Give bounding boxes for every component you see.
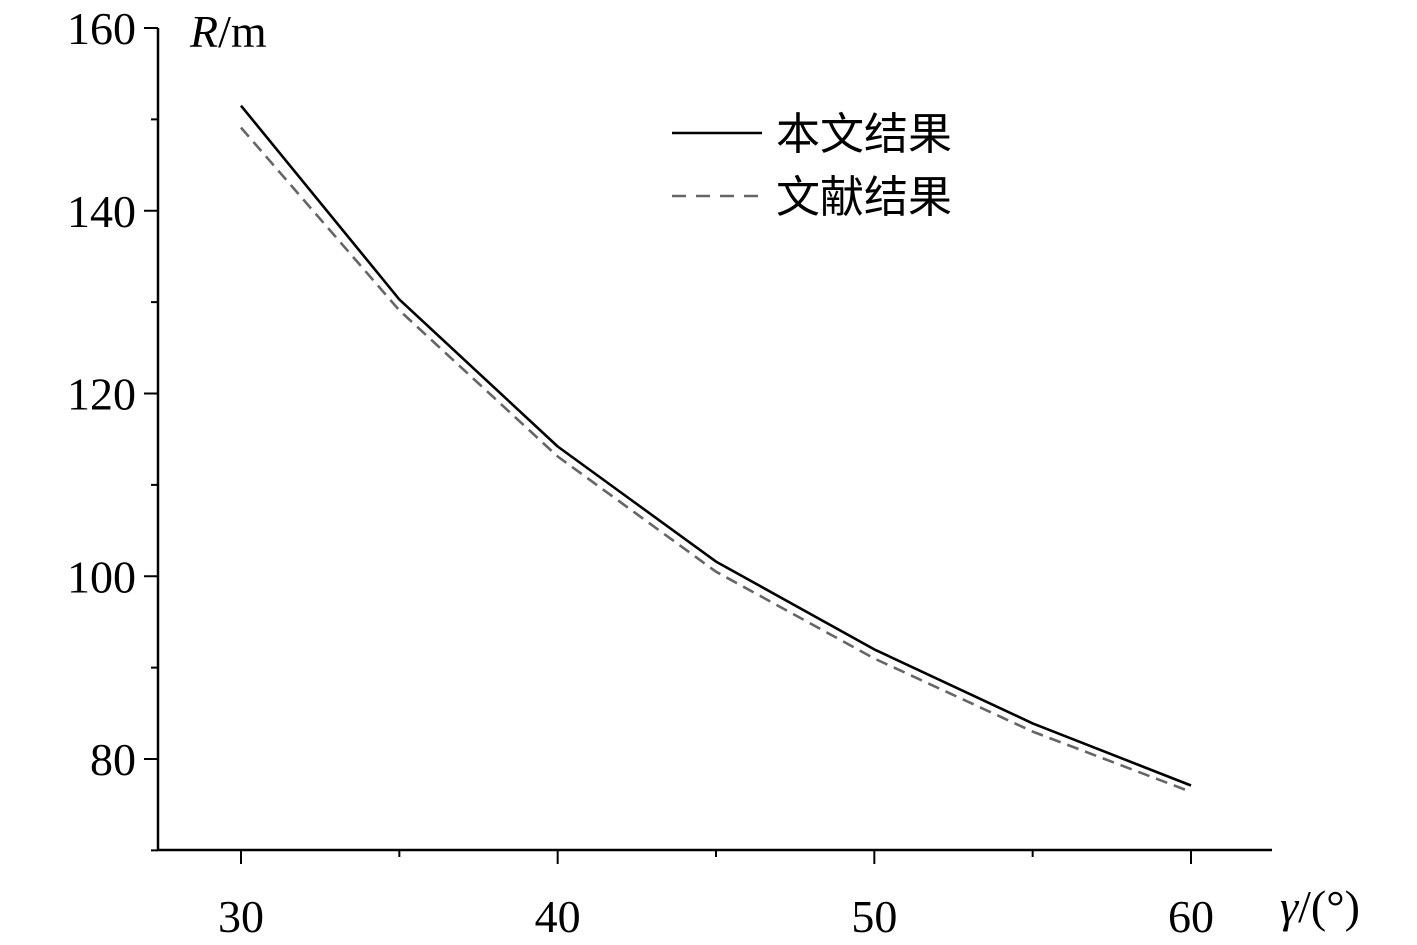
x-tick-label: 30 xyxy=(218,891,264,942)
series-layer xyxy=(239,104,1192,794)
y-ticks: 80 100 120 140 160 xyxy=(67,3,158,852)
y-axis-label-unit: /m xyxy=(218,6,267,57)
legend-label: 本文结果 xyxy=(776,109,952,160)
x-tick-label: 50 xyxy=(851,891,897,942)
y-tick-label: 80 xyxy=(90,734,136,785)
y-tick-label: 140 xyxy=(67,186,136,237)
series-line-solid xyxy=(239,104,1192,787)
y-axis-label: R/m xyxy=(189,6,267,57)
series-line-dashed xyxy=(240,126,1192,794)
x-axis-label-unit: /(°) xyxy=(1298,881,1360,932)
y-tick-label: 160 xyxy=(67,3,136,54)
y-tick-label: 100 xyxy=(67,551,136,602)
legend-label: 文献结果 xyxy=(776,172,952,223)
x-ticks: 30 40 50 60 xyxy=(218,850,1214,942)
y-axis-label-variable: R xyxy=(189,6,218,57)
x-axis-label: γ/(°) xyxy=(1280,881,1360,932)
x-tick-label: 40 xyxy=(535,891,581,942)
legend: 本文结果 文献结果 xyxy=(672,109,952,223)
axes xyxy=(156,28,1272,852)
y-tick-label: 120 xyxy=(67,369,136,420)
x-axis-label-variable: γ xyxy=(1280,881,1300,932)
x-tick-label: 60 xyxy=(1168,891,1214,942)
